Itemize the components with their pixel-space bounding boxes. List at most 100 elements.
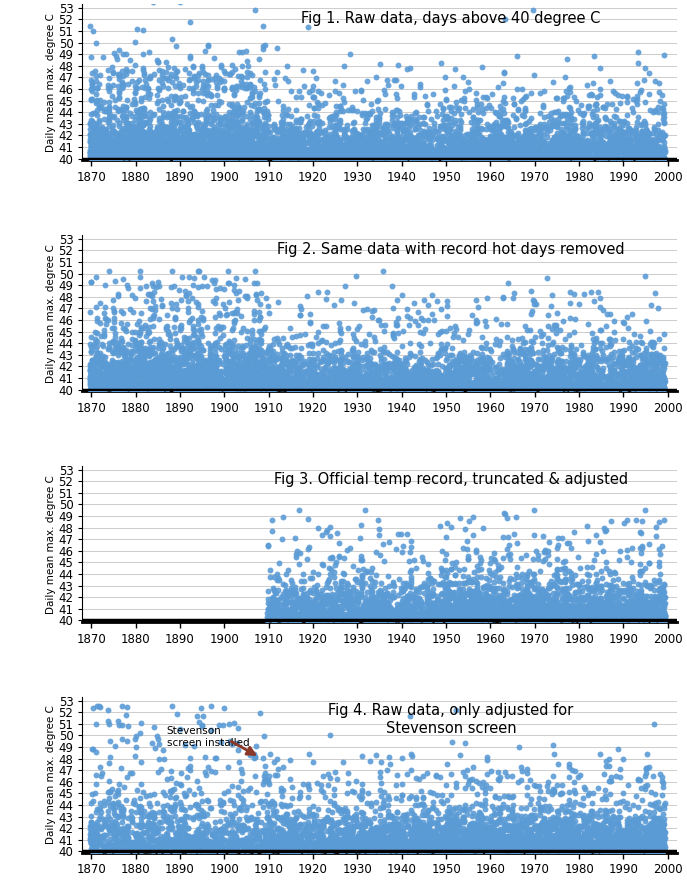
Point — [276, 135, 287, 149]
Point — [379, 378, 390, 392]
Point — [537, 613, 548, 628]
Point — [639, 347, 650, 361]
Point — [374, 608, 385, 622]
Point — [179, 827, 190, 841]
Point — [373, 606, 384, 621]
Point — [543, 140, 554, 154]
Point — [259, 774, 270, 789]
Point — [417, 841, 428, 855]
Point — [451, 149, 462, 164]
Point — [482, 363, 493, 377]
Point — [379, 600, 390, 614]
Point — [108, 354, 119, 369]
Point — [611, 135, 622, 149]
Point — [597, 135, 608, 149]
Point — [460, 148, 471, 162]
Point — [559, 116, 570, 130]
Point — [153, 111, 164, 126]
Point — [337, 598, 348, 612]
Point — [136, 820, 147, 834]
Point — [495, 811, 506, 825]
Point — [581, 146, 592, 160]
Point — [162, 360, 173, 374]
Point — [179, 826, 190, 840]
Point — [144, 71, 155, 85]
Point — [304, 135, 315, 149]
Point — [169, 141, 180, 155]
Point — [442, 150, 453, 164]
Point — [632, 362, 643, 377]
Point — [212, 837, 223, 851]
Point — [543, 376, 554, 390]
Point — [591, 374, 602, 388]
Point — [653, 609, 664, 623]
Point — [521, 831, 532, 845]
Point — [369, 141, 380, 156]
Point — [525, 831, 536, 845]
Point — [642, 150, 653, 164]
Point — [418, 370, 429, 384]
Point — [260, 104, 271, 118]
Point — [517, 370, 528, 385]
Point — [414, 374, 425, 388]
Point — [649, 842, 660, 857]
Point — [271, 381, 282, 395]
Point — [263, 799, 274, 813]
Point — [174, 841, 185, 855]
Point — [250, 288, 261, 302]
Point — [413, 118, 424, 133]
Point — [636, 150, 647, 164]
Point — [249, 99, 260, 113]
Point — [475, 825, 486, 839]
Point — [560, 613, 571, 627]
Point — [633, 135, 644, 149]
Point — [324, 149, 335, 164]
Point — [293, 149, 304, 164]
Point — [508, 838, 519, 852]
Point — [559, 70, 570, 84]
Point — [484, 131, 495, 145]
Point — [281, 126, 292, 140]
Point — [659, 613, 670, 627]
Point — [280, 817, 291, 831]
Point — [333, 371, 344, 385]
Point — [293, 141, 304, 155]
Point — [241, 371, 252, 385]
Point — [174, 823, 185, 837]
Point — [533, 121, 544, 135]
Point — [445, 150, 456, 164]
Point — [433, 612, 444, 626]
Point — [263, 377, 274, 392]
Point — [419, 377, 430, 391]
Point — [183, 134, 194, 149]
Point — [477, 834, 488, 849]
Point — [319, 841, 330, 855]
Point — [417, 829, 428, 843]
Point — [600, 843, 611, 857]
Point — [449, 568, 460, 582]
Point — [551, 325, 562, 339]
Point — [316, 374, 327, 388]
Point — [555, 116, 566, 130]
Point — [486, 839, 497, 853]
Point — [156, 126, 167, 140]
Point — [511, 151, 522, 165]
Point — [646, 355, 657, 370]
Point — [236, 325, 247, 339]
Point — [502, 119, 513, 133]
Point — [364, 377, 375, 392]
Point — [293, 147, 304, 161]
Point — [606, 829, 617, 843]
Point — [223, 836, 234, 850]
Point — [229, 343, 240, 357]
Point — [606, 144, 617, 158]
Point — [377, 605, 388, 619]
Point — [405, 575, 416, 590]
Point — [227, 135, 238, 149]
Point — [435, 348, 446, 362]
Point — [183, 840, 194, 854]
Point — [145, 146, 156, 160]
Point — [627, 361, 638, 375]
Point — [467, 840, 478, 854]
Point — [398, 591, 409, 606]
